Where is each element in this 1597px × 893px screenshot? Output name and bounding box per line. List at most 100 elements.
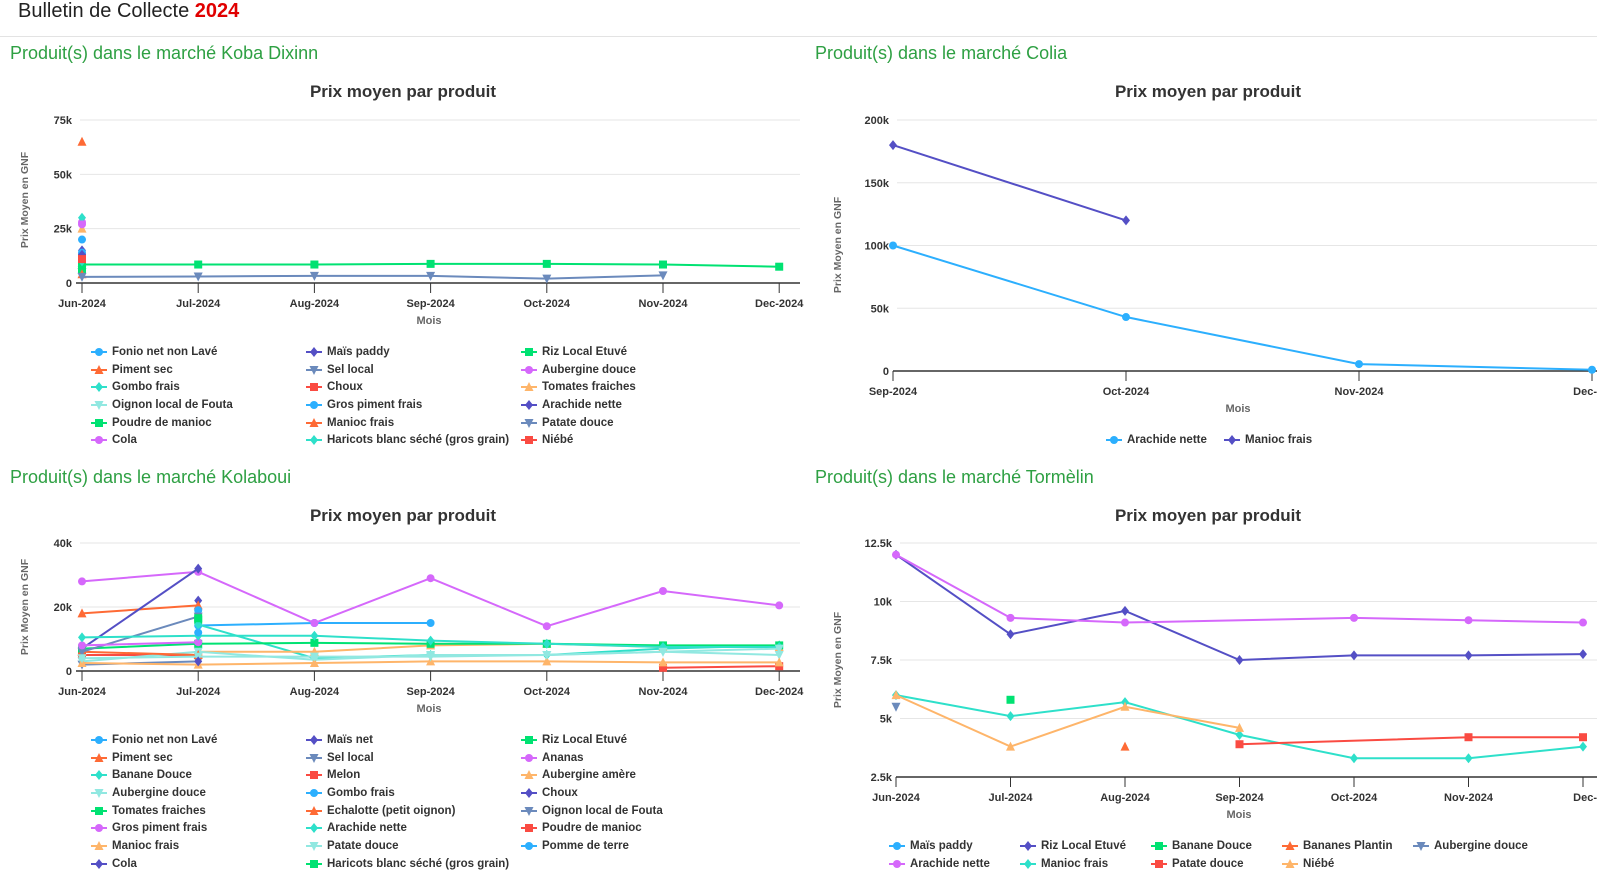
- data-point[interactable]: [1355, 360, 1363, 369]
- data-point[interactable]: [1006, 695, 1015, 704]
- legend-marker[interactable]: [310, 771, 318, 780]
- data-point[interactable]: [1006, 629, 1015, 640]
- legend-marker[interactable]: [1024, 858, 1032, 869]
- legend-item[interactable]: Arachide nette: [520, 396, 735, 414]
- legend-marker[interactable]: [524, 770, 534, 780]
- data-point[interactable]: [658, 657, 668, 667]
- data-point[interactable]: [194, 638, 203, 647]
- legend-marker[interactable]: [94, 752, 104, 762]
- legend-marker[interactable]: [524, 418, 534, 428]
- data-point[interactable]: [891, 702, 901, 712]
- data-point[interactable]: [775, 262, 784, 271]
- data-point[interactable]: [77, 272, 87, 282]
- legend-marker[interactable]: [524, 382, 534, 392]
- legend-marker[interactable]: [310, 400, 318, 409]
- legend-marker[interactable]: [1155, 859, 1163, 868]
- legend-marker[interactable]: [309, 841, 319, 851]
- data-point[interactable]: [891, 690, 901, 700]
- legend-marker[interactable]: [893, 859, 901, 868]
- data-point[interactable]: [1235, 722, 1244, 732]
- data-point[interactable]: [426, 574, 435, 583]
- legend-item[interactable]: Manioc frais: [1223, 431, 1341, 449]
- data-point[interactable]: [1350, 753, 1358, 764]
- legend-item[interactable]: Echalotte (petit oignon): [305, 802, 520, 820]
- data-point[interactable]: [1120, 701, 1130, 711]
- legend-item[interactable]: Maïs net: [305, 731, 520, 749]
- legend-marker[interactable]: [94, 788, 104, 798]
- legend-item[interactable]: Cola: [90, 855, 305, 873]
- legend-marker[interactable]: [525, 841, 533, 850]
- legend-item[interactable]: Manioc frais: [305, 414, 520, 432]
- legend-item[interactable]: Sel local: [305, 361, 520, 379]
- data-point[interactable]: [310, 619, 319, 627]
- data-point[interactable]: [1121, 605, 1129, 616]
- legend-item[interactable]: Tomates fraiches: [520, 378, 735, 396]
- legend-marker[interactable]: [1416, 841, 1426, 851]
- data-point[interactable]: [78, 235, 86, 244]
- legend-marker[interactable]: [525, 753, 533, 762]
- data-point[interactable]: [1350, 613, 1358, 622]
- legend-marker[interactable]: [1110, 435, 1118, 444]
- legend-item[interactable]: Riz Local Etuvé: [520, 343, 735, 361]
- legend-marker[interactable]: [95, 806, 103, 815]
- legend-item[interactable]: Sel local: [305, 749, 520, 767]
- data-point[interactable]: [77, 136, 87, 146]
- data-point[interactable]: [426, 635, 435, 646]
- legend-marker[interactable]: [94, 840, 104, 850]
- legend-item[interactable]: Choux: [520, 784, 735, 802]
- data-point[interactable]: [892, 550, 900, 559]
- legend-item[interactable]: Niébé: [520, 431, 735, 449]
- data-point[interactable]: [1121, 618, 1129, 627]
- data-point[interactable]: [774, 651, 784, 660]
- legend-item[interactable]: Poudre de manioc: [520, 819, 735, 837]
- data-point[interactable]: [77, 654, 87, 664]
- legend-marker[interactable]: [309, 805, 319, 815]
- data-point[interactable]: [78, 220, 86, 229]
- legend-item[interactable]: Banane Douce: [1150, 837, 1281, 855]
- legend-marker[interactable]: [310, 823, 318, 834]
- legend-item[interactable]: Haricots blanc séché (gros grain): [305, 855, 520, 873]
- legend-marker[interactable]: [1285, 858, 1295, 868]
- legend-item[interactable]: Riz Local Etuvé: [520, 731, 735, 749]
- legend-marker[interactable]: [95, 858, 103, 869]
- legend-item[interactable]: Patate douce: [520, 414, 735, 432]
- legend-marker[interactable]: [525, 787, 533, 798]
- data-point[interactable]: [194, 619, 203, 630]
- legend-item[interactable]: Manioc frais: [90, 837, 305, 855]
- data-point[interactable]: [1235, 740, 1244, 749]
- legend-item[interactable]: Maïs paddy: [888, 837, 1019, 855]
- legend-marker[interactable]: [94, 400, 104, 410]
- legend-item[interactable]: Niébé: [1281, 855, 1412, 873]
- data-point[interactable]: [1006, 741, 1015, 751]
- legend-marker[interactable]: [309, 365, 319, 375]
- data-point[interactable]: [1464, 616, 1473, 625]
- data-point[interactable]: [1006, 613, 1015, 622]
- legend-marker[interactable]: [95, 735, 103, 744]
- legend-marker[interactable]: [95, 436, 103, 445]
- legend-marker[interactable]: [525, 735, 533, 744]
- data-point[interactable]: [1579, 733, 1587, 742]
- data-point[interactable]: [77, 608, 87, 618]
- legend-item[interactable]: Aubergine douce: [520, 361, 735, 379]
- data-point[interactable]: [1464, 650, 1473, 661]
- legend-item[interactable]: Fonio net non Lavé: [90, 731, 305, 749]
- legend-marker[interactable]: [95, 824, 103, 833]
- data-point[interactable]: [1588, 365, 1596, 374]
- legend-item[interactable]: Melon: [305, 766, 520, 784]
- data-point[interactable]: [1579, 618, 1587, 627]
- data-point[interactable]: [1464, 753, 1473, 764]
- legend-marker[interactable]: [1155, 841, 1163, 850]
- data-point[interactable]: [1120, 741, 1130, 751]
- legend-item[interactable]: Ananas: [520, 749, 735, 767]
- data-point[interactable]: [542, 638, 551, 649]
- legend-item[interactable]: Pomme de terre: [520, 837, 735, 855]
- data-point[interactable]: [658, 647, 668, 657]
- legend-marker[interactable]: [1285, 840, 1295, 850]
- data-point[interactable]: [426, 271, 436, 281]
- data-point[interactable]: [78, 255, 86, 264]
- legend-item[interactable]: Bananes Plantin: [1281, 837, 1412, 855]
- data-point[interactable]: [658, 271, 668, 281]
- legend-marker[interactable]: [310, 788, 318, 797]
- data-point[interactable]: [659, 260, 667, 269]
- legend-item[interactable]: Patate douce: [305, 837, 520, 855]
